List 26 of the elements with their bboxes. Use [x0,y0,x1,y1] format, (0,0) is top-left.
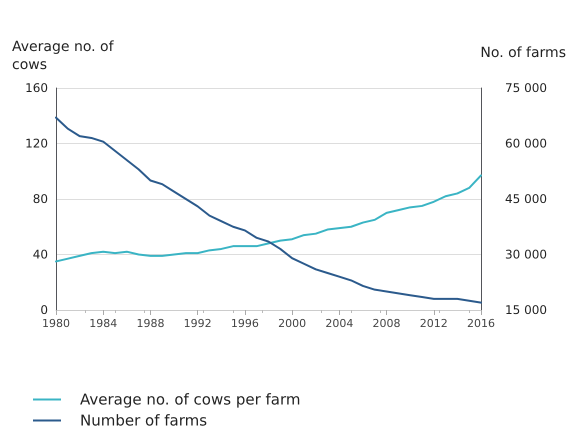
x-tick-label: 2000 [278,317,306,330]
y2-tick-label: 75 000 [505,81,547,95]
y-tick-label: 40 [32,248,48,262]
x-tick-label: 1988 [136,317,164,330]
x-tick-label: 1984 [89,317,118,330]
y-axis-title: Average no. of cows [12,39,115,73]
y2-tick-label: 45 000 [505,192,547,206]
x-tick-label: 1996 [230,317,259,330]
x-tick-label: 2016 [467,317,495,330]
y-tick-label: 80 [32,192,48,206]
y2-tick-label: 30 000 [505,248,547,262]
x-tick-label: 2004 [325,317,354,330]
legend-label: Number of farms [80,412,208,430]
y2-tick-label: 15 000 [505,303,547,317]
x-tick-label: 1980 [42,317,70,330]
x-tick-label: 2008 [372,317,401,330]
legend-label: Average no. of cows per farm [80,390,300,408]
line-series [55,174,482,262]
line-series [55,116,482,304]
y-tick-label: 160 [25,81,48,95]
x-tick-label: 2012 [420,317,448,330]
y2-axis-title: No. of farms [480,45,566,61]
y2-tick-label: 60 000 [505,136,547,150]
y-tick-label: 0 [40,303,48,317]
x-tick-label: 1992 [184,317,212,330]
y-tick-label: 120 [25,136,48,150]
